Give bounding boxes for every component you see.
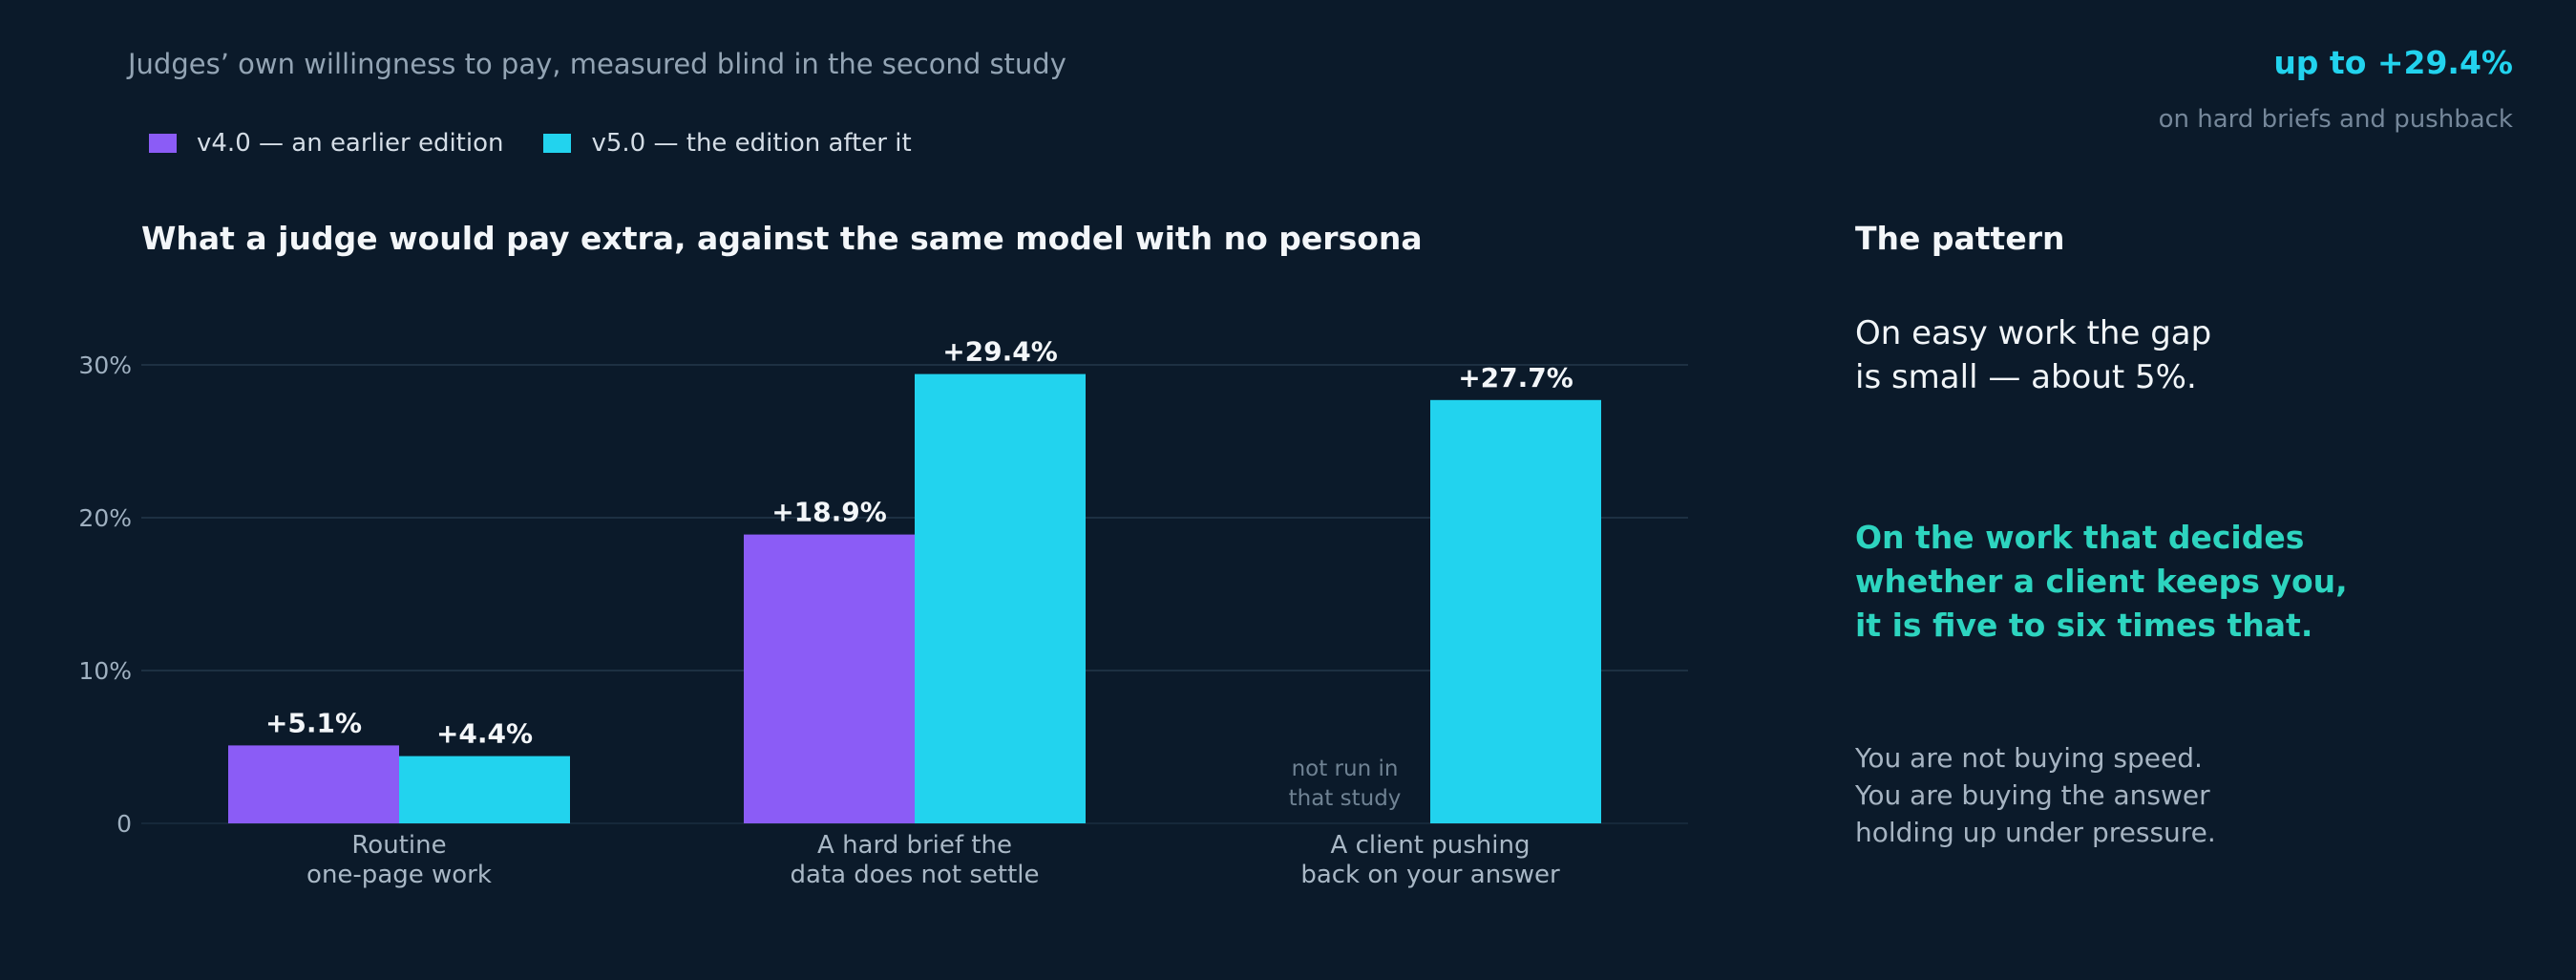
legend-swatch-v5 [543, 134, 572, 153]
data-label: +29.4% [942, 336, 1058, 368]
y-tick-label: 30% [78, 352, 132, 379]
panel-point-easy-work: On easy work the gap is small — about 5%… [1855, 314, 2212, 396]
panel-point-takeaway: You are not buying speed. You are buying… [1855, 742, 2216, 848]
panel-title: The pattern [1855, 220, 2065, 257]
bar [915, 373, 1086, 823]
x-tick-label: one-page work [306, 861, 492, 889]
legend-swatch-v4 [149, 134, 177, 153]
missing-data-note: that study [1289, 786, 1402, 811]
bar [399, 756, 570, 823]
x-tick-label: data does not settle [790, 861, 1039, 889]
data-label: +27.7% [1458, 362, 1573, 394]
panel-point-hard-work: On the work that decides whether a clien… [1855, 519, 2348, 644]
x-tick-label: Routine [351, 831, 446, 860]
legend-item-v5: v5.0 — the edition after it [543, 129, 912, 158]
data-label: +5.1% [265, 707, 362, 738]
y-tick-label: 0 [116, 810, 132, 838]
bar [228, 745, 399, 823]
chart-subtitle: Judges’ own willingness to pay, measured… [128, 48, 1066, 80]
legend-label-v5: v5.0 — the edition after it [591, 129, 912, 158]
data-label: +18.9% [771, 497, 887, 528]
legend-label-v4: v4.0 — an earlier edition [197, 129, 504, 158]
legend: v4.0 — an earlier edition v5.0 — the edi… [149, 129, 952, 158]
legend-item-v4: v4.0 — an earlier edition [149, 129, 503, 158]
y-tick-label: 10% [78, 657, 132, 685]
x-tick-label: A client pushing [1331, 831, 1531, 860]
headline-value: up to +29.4% [2273, 44, 2513, 81]
x-tick-label: back on your answer [1300, 861, 1560, 889]
x-tick-label: A hard brief the [817, 831, 1012, 860]
headline-note: on hard briefs and pushback [2158, 105, 2513, 134]
missing-data-note: not run in [1292, 756, 1399, 781]
bar [1430, 399, 1601, 823]
chart-title: What a judge would pay extra, against th… [141, 220, 1423, 257]
data-label: +4.4% [436, 718, 533, 750]
bar [744, 534, 915, 823]
y-tick-label: 20% [78, 504, 132, 532]
